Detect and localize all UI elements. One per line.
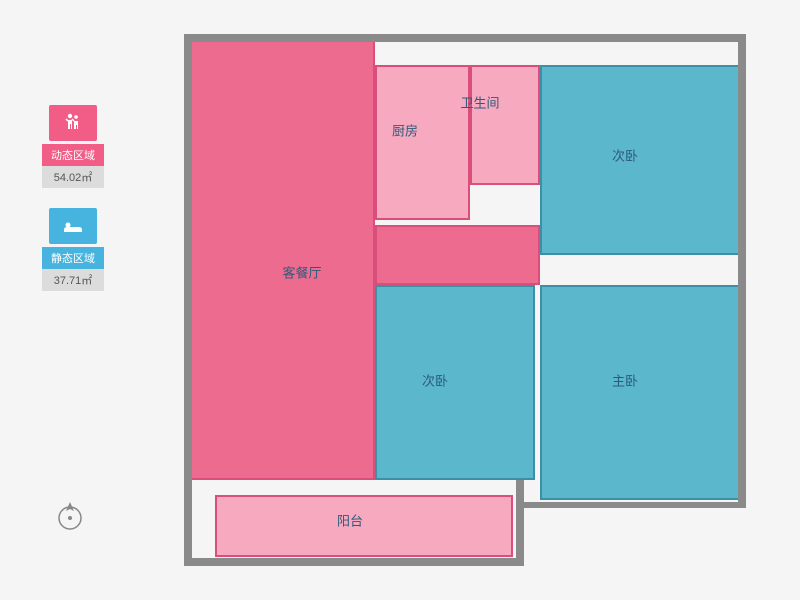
room-label-balcony: 阳台 [337, 511, 363, 530]
legend-label: 静态区域 [42, 247, 104, 269]
legend-item-dynamic: 动态区域 54.02㎡ [42, 105, 104, 188]
room-master [540, 285, 740, 500]
sleep-icon [49, 208, 97, 244]
room-bath [470, 65, 540, 185]
people-icon [49, 105, 97, 141]
room-balcony [215, 495, 513, 557]
wall-0 [184, 34, 744, 42]
wall-5 [738, 34, 746, 508]
room-label-kitchen: 厨房 [392, 121, 418, 140]
room-bed2a [540, 65, 740, 255]
floorplan: 客餐厅厨房卫生间次卧主卧次卧阳台 [190, 40, 740, 570]
room-label-bed2a: 次卧 [612, 146, 638, 165]
legend-value: 54.02㎡ [42, 166, 104, 188]
wall-1 [184, 34, 192, 566]
legend-panel: 动态区域 54.02㎡ 静态区域 37.71㎡ [42, 105, 104, 311]
room-kitchen [375, 65, 470, 220]
room-label-bed2b: 次卧 [422, 371, 448, 390]
legend-value: 37.71㎡ [42, 269, 104, 291]
wall-3 [516, 480, 524, 566]
room-living-ext [375, 225, 540, 285]
room-label-bath: 卫生间 [460, 93, 499, 112]
compass-icon [53, 498, 87, 537]
room-label-master: 主卧 [612, 371, 638, 390]
wall-4 [516, 502, 746, 508]
legend-label: 动态区域 [42, 144, 104, 166]
wall-2 [184, 558, 524, 566]
room-living [190, 40, 375, 480]
room-bed2b [375, 285, 535, 480]
legend-item-static: 静态区域 37.71㎡ [42, 208, 104, 291]
room-label-living: 客餐厅 [282, 263, 321, 282]
